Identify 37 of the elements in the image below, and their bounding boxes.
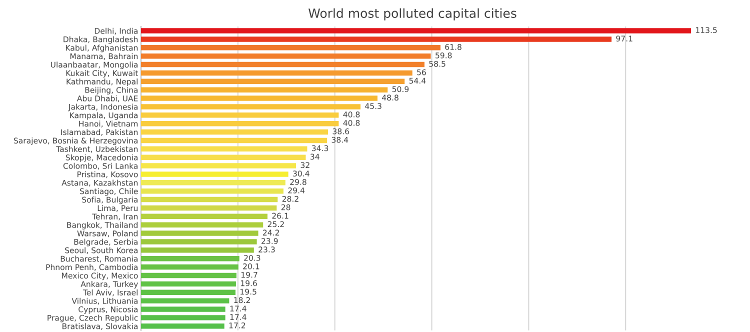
bar [141, 290, 236, 295]
bar [141, 87, 388, 92]
bar [141, 36, 612, 42]
bar [141, 28, 691, 34]
bar [141, 180, 286, 186]
bar [141, 53, 431, 59]
bar [141, 70, 412, 76]
bar [141, 45, 440, 50]
bar [141, 129, 328, 135]
bar [141, 78, 405, 84]
bar [141, 196, 278, 202]
bar [141, 248, 254, 253]
chart-title: World most polluted capital cities [308, 8, 516, 20]
bar [141, 272, 236, 278]
bar [141, 324, 224, 329]
bar [141, 154, 306, 160]
bar [141, 230, 258, 236]
bar [141, 138, 328, 144]
bar [141, 120, 339, 126]
bar [141, 298, 230, 304]
bar [141, 264, 238, 270]
bar [141, 96, 378, 101]
bar [141, 146, 308, 152]
bar [141, 112, 339, 118]
bar [141, 163, 296, 168]
bar [141, 306, 226, 312]
bar [141, 205, 277, 211]
bar [141, 214, 268, 220]
bar [141, 104, 361, 110]
bar [141, 188, 284, 194]
bar [141, 172, 288, 177]
bar [141, 315, 226, 320]
bar [141, 239, 257, 244]
bar [141, 222, 264, 228]
bar [141, 62, 424, 68]
bar [141, 256, 240, 262]
bar [141, 281, 236, 287]
